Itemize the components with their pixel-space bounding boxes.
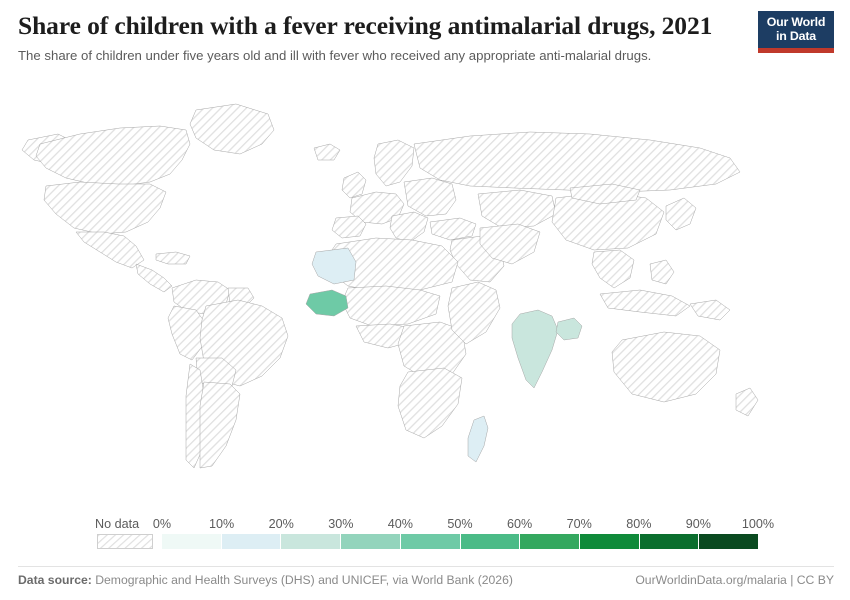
country-australia[interactable] xyxy=(612,332,720,402)
legend-tick-100pct: 100% xyxy=(741,517,775,531)
data-source-prefix: Data source: xyxy=(18,573,92,587)
country-east-africa[interactable] xyxy=(448,282,500,344)
country-iran-afghanistan[interactable] xyxy=(480,224,540,264)
chart-footer: Data source: Demographic and Health Surv… xyxy=(18,566,834,593)
country-peru-ecuador[interactable] xyxy=(168,306,206,360)
country-united-states[interactable] xyxy=(44,182,166,234)
country-greenland[interactable] xyxy=(190,104,274,154)
country-caribbean[interactable] xyxy=(156,252,190,264)
legend-tick-80pct: 80% xyxy=(626,517,652,531)
country-united-kingdom[interactable] xyxy=(342,172,366,198)
legend-bin-8[interactable] xyxy=(639,534,700,549)
legend-tick-90pct: 90% xyxy=(685,517,711,531)
legend-tick-70pct: 70% xyxy=(566,517,592,531)
legend-bin-3[interactable] xyxy=(341,534,401,549)
legend-bin-2[interactable] xyxy=(281,534,342,549)
country-indonesia[interactable] xyxy=(600,290,690,316)
country-philippines[interactable] xyxy=(650,260,674,284)
country-central-america[interactable] xyxy=(136,264,172,292)
attribution-link[interactable]: OurWorldinData.org/malaria | CC BY xyxy=(635,573,834,587)
legend-color-bins[interactable] xyxy=(162,534,759,549)
legend-no-data-swatch[interactable] xyxy=(97,534,153,549)
legend-bin-0[interactable] xyxy=(162,534,222,549)
legend-tick-20pct: 20% xyxy=(268,517,294,531)
legend-bin-5[interactable] xyxy=(460,534,521,549)
country-southern-africa[interactable] xyxy=(398,368,462,438)
country-sahel[interactable] xyxy=(342,286,440,326)
chart-header: Share of children with a fever receiving… xyxy=(18,11,832,74)
map-countries-valued xyxy=(306,248,582,462)
data-source-text: Demographic and Health Surveys (DHS) and… xyxy=(95,573,513,587)
legend-tick-50pct: 50% xyxy=(447,517,473,531)
legend-tick-30pct: 30% xyxy=(328,517,354,531)
country-italy-balkans[interactable] xyxy=(390,212,428,242)
owid-logo-line-1: Our World xyxy=(766,15,826,30)
owid-logo-line-2: in Data xyxy=(776,28,816,43)
country-mongolia[interactable] xyxy=(570,184,640,204)
legend-no-data-hatch xyxy=(98,535,152,548)
map-countries-nodata xyxy=(22,104,758,468)
legend-tick-10pct: 10% xyxy=(208,517,235,531)
country-canada[interactable] xyxy=(36,126,190,186)
country-iberia[interactable] xyxy=(332,216,366,238)
country-iceland[interactable] xyxy=(314,144,340,160)
country-argentina[interactable] xyxy=(200,382,240,468)
world-map[interactable] xyxy=(0,82,850,497)
country-madagascar[interactable] xyxy=(468,416,488,462)
country-scandinavia[interactable] xyxy=(374,140,414,186)
country-bangladesh[interactable] xyxy=(556,318,582,340)
legend-no-data-label: No data xyxy=(95,517,140,531)
legend-bin-6[interactable] xyxy=(520,534,580,549)
legend-bin-9[interactable] xyxy=(699,534,759,549)
legend-bin-7[interactable] xyxy=(579,534,640,549)
legend-tick-60pct: 60% xyxy=(506,517,533,531)
legend-bin-4[interactable] xyxy=(400,534,461,549)
map-legend: No data 0% 10% 20% 30% 40% 50% 60% 70% 80% 90% 100… xyxy=(0,505,850,553)
world-map-svg[interactable] xyxy=(0,82,850,497)
country-new-zealand[interactable] xyxy=(736,388,758,416)
country-eastern-europe[interactable] xyxy=(404,178,456,216)
chart-subtitle: The share of children under five years o… xyxy=(18,47,652,63)
owid-logo[interactable]: Our World in Data xyxy=(758,11,834,53)
data-source: Data source: Demographic and Health Surv… xyxy=(18,573,513,587)
page-title: Share of children with a fever receiving… xyxy=(18,11,713,40)
country-india[interactable] xyxy=(512,310,558,388)
legend-tick-40pct: 40% xyxy=(387,517,413,531)
country-mexico[interactable] xyxy=(76,232,144,268)
country-central-asia[interactable] xyxy=(478,190,556,228)
country-guinea-sierra-leone[interactable] xyxy=(306,290,348,316)
legend-tick-0pct: 0% xyxy=(152,517,172,531)
country-southeast-asia[interactable] xyxy=(592,250,634,288)
country-japan[interactable] xyxy=(666,198,696,230)
legend-bin-1[interactable] xyxy=(221,534,282,549)
country-russia[interactable] xyxy=(414,132,740,192)
country-turkey[interactable] xyxy=(430,218,476,240)
country-papua-new-guinea[interactable] xyxy=(690,300,730,320)
country-mauritania[interactable] xyxy=(312,248,356,284)
